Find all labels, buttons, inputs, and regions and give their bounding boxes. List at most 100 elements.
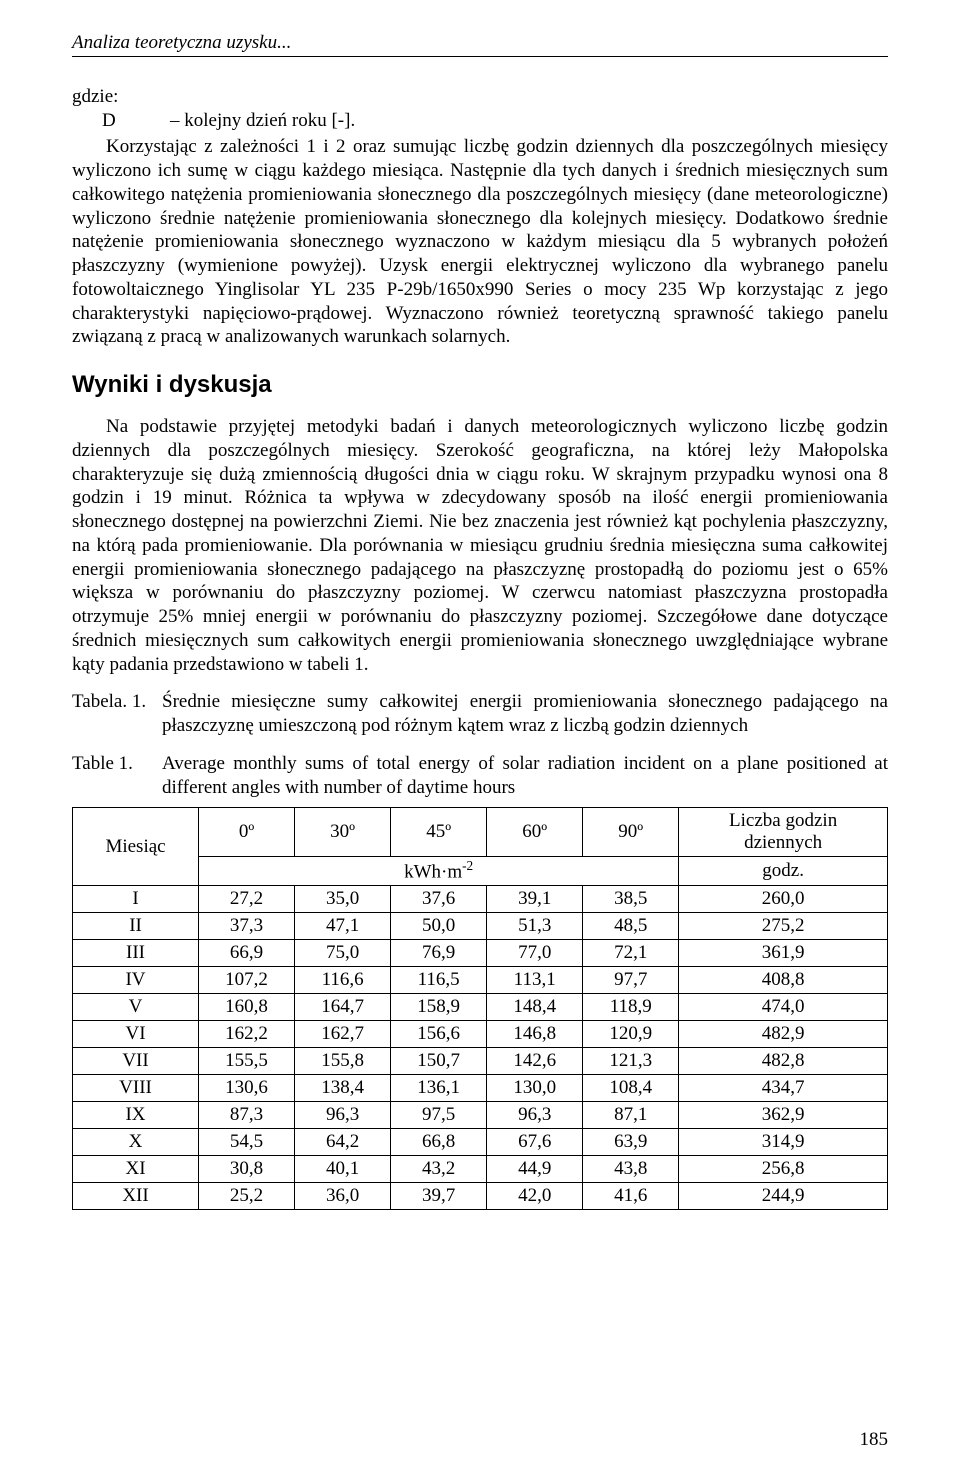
paragraph-methodology: Korzystając z zależności 1 i 2 oraz sumu… [72, 135, 888, 349]
cell-energy: 120,9 [583, 1020, 679, 1047]
definition-text: – kolejny dzień roku [-]. [170, 109, 888, 134]
cell-month: X [73, 1128, 199, 1155]
cell-energy: 96,3 [295, 1101, 391, 1128]
cell-hours: 434,7 [679, 1074, 888, 1101]
data-table: Miesiąc 0º 30º 45º 60º 90º Liczba godzin… [72, 807, 888, 1209]
cell-hours: 482,9 [679, 1020, 888, 1047]
col-hours-line2: dziennych [744, 832, 822, 853]
table-row: II37,347,150,051,348,5275,2 [73, 912, 888, 939]
cell-energy: 116,5 [391, 966, 487, 993]
cell-month: VI [73, 1020, 199, 1047]
cell-energy: 36,0 [295, 1182, 391, 1209]
cell-energy: 121,3 [583, 1047, 679, 1074]
table-row: XI30,840,143,244,943,8256,8 [73, 1155, 888, 1182]
cell-energy: 160,8 [199, 993, 295, 1020]
col-hours-line1: Liczba godzin [729, 810, 837, 831]
table-caption-pl-text: Średnie miesięczne sumy całkowitej energ… [162, 690, 888, 738]
table-caption-en: Table 1. Average monthly sums of total e… [72, 752, 888, 800]
cell-month: IV [73, 966, 199, 993]
definition-row: D – kolejny dzień roku [-]. [72, 109, 888, 134]
cell-energy: 97,7 [583, 966, 679, 993]
table-caption-en-text: Average monthly sums of total energy of … [162, 752, 888, 800]
cell-energy: 87,1 [583, 1101, 679, 1128]
cell-energy: 148,4 [487, 993, 583, 1020]
cell-energy: 47,1 [295, 912, 391, 939]
cell-energy: 67,6 [487, 1128, 583, 1155]
cell-month: II [73, 912, 199, 939]
cell-energy: 39,7 [391, 1182, 487, 1209]
cell-energy: 40,1 [295, 1155, 391, 1182]
cell-energy: 75,0 [295, 939, 391, 966]
cell-energy: 116,6 [295, 966, 391, 993]
cell-energy: 130,6 [199, 1074, 295, 1101]
table-row: VII155,5155,8150,7142,6121,3482,8 [73, 1047, 888, 1074]
table-row: III66,975,076,977,072,1361,9 [73, 939, 888, 966]
cell-energy: 164,7 [295, 993, 391, 1020]
cell-energy: 150,7 [391, 1047, 487, 1074]
definition-symbol: D [72, 109, 170, 134]
table-row: IX87,396,397,596,387,1362,9 [73, 1101, 888, 1128]
col-angle-45: 45º [391, 808, 487, 857]
cell-energy: 37,3 [199, 912, 295, 939]
page-number: 185 [860, 1429, 889, 1451]
cell-energy: 44,9 [487, 1155, 583, 1182]
cell-energy: 162,2 [199, 1020, 295, 1047]
cell-energy: 77,0 [487, 939, 583, 966]
cell-energy: 162,7 [295, 1020, 391, 1047]
cell-energy: 66,9 [199, 939, 295, 966]
col-hours: Liczba godzin dziennych [679, 808, 888, 857]
paragraph-results: Na podstawie przyjętej metodyki badań i … [72, 415, 888, 676]
cell-hours: 275,2 [679, 912, 888, 939]
cell-energy: 113,1 [487, 966, 583, 993]
cell-energy: 35,0 [295, 885, 391, 912]
cell-energy: 66,8 [391, 1128, 487, 1155]
section-heading: Wyniki i dyskusja [72, 371, 888, 399]
cell-energy: 39,1 [487, 885, 583, 912]
cell-hours: 314,9 [679, 1128, 888, 1155]
cell-energy: 42,0 [487, 1182, 583, 1209]
col-angle-60: 60º [487, 808, 583, 857]
unit-energy: kWh·m-2 [199, 857, 679, 885]
cell-hours: 408,8 [679, 966, 888, 993]
cell-energy: 97,5 [391, 1101, 487, 1128]
cell-energy: 27,2 [199, 885, 295, 912]
cell-energy: 43,2 [391, 1155, 487, 1182]
table-row: V160,8164,7158,9148,4118,9474,0 [73, 993, 888, 1020]
cell-energy: 50,0 [391, 912, 487, 939]
cell-energy: 54,5 [199, 1128, 295, 1155]
cell-energy: 118,9 [583, 993, 679, 1020]
col-angle-0: 0º [199, 808, 295, 857]
cell-energy: 25,2 [199, 1182, 295, 1209]
table-caption-en-label: Table 1. [72, 752, 162, 800]
cell-hours: 474,0 [679, 993, 888, 1020]
table-row: VIII130,6138,4136,1130,0108,4434,7 [73, 1074, 888, 1101]
cell-energy: 37,6 [391, 885, 487, 912]
cell-energy: 43,8 [583, 1155, 679, 1182]
table-row: I27,235,037,639,138,5260,0 [73, 885, 888, 912]
unit-energy-base: kWh·m [404, 862, 462, 883]
unit-hours: godz. [679, 857, 888, 885]
cell-month: XII [73, 1182, 199, 1209]
page-container: Analiza teoretyczna uzysku... gdzie: D –… [0, 0, 960, 1475]
cell-energy: 130,0 [487, 1074, 583, 1101]
col-angle-90: 90º [583, 808, 679, 857]
col-angle-30: 30º [295, 808, 391, 857]
cell-month: VIII [73, 1074, 199, 1101]
cell-hours: 482,8 [679, 1047, 888, 1074]
cell-hours: 244,9 [679, 1182, 888, 1209]
cell-month: VII [73, 1047, 199, 1074]
cell-energy: 64,2 [295, 1128, 391, 1155]
table-row: X54,564,266,867,663,9314,9 [73, 1128, 888, 1155]
cell-energy: 138,4 [295, 1074, 391, 1101]
cell-energy: 72,1 [583, 939, 679, 966]
cell-month: I [73, 885, 199, 912]
table-row: XII25,236,039,742,041,6244,9 [73, 1182, 888, 1209]
cell-month: III [73, 939, 199, 966]
cell-energy: 107,2 [199, 966, 295, 993]
cell-hours: 362,9 [679, 1101, 888, 1128]
where-label: gdzie: [72, 85, 888, 109]
cell-energy: 136,1 [391, 1074, 487, 1101]
cell-energy: 96,3 [487, 1101, 583, 1128]
cell-month: XI [73, 1155, 199, 1182]
cell-energy: 142,6 [487, 1047, 583, 1074]
